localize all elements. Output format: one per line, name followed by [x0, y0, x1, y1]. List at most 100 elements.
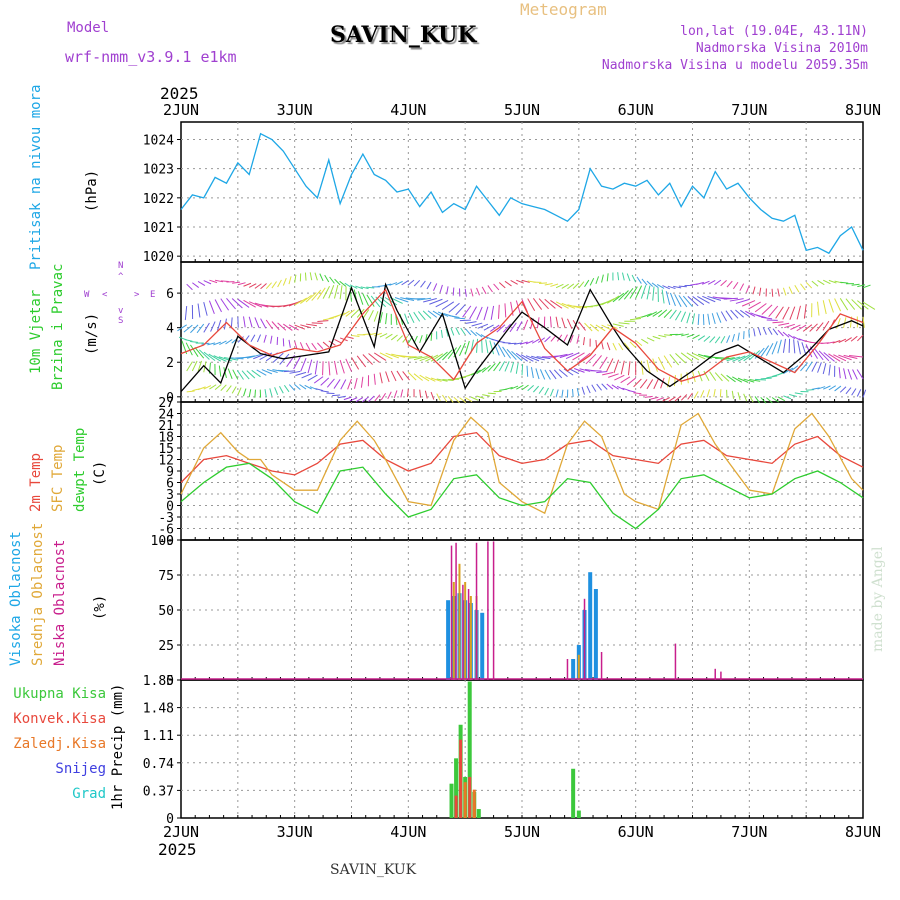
- wind-arrow: [563, 368, 574, 376]
- precip-bar: [576, 810, 581, 818]
- cloud-bar: [566, 659, 569, 680]
- wind-arrow: [599, 356, 608, 370]
- wind-arrow: [614, 374, 625, 381]
- wind-arrow: [771, 397, 779, 403]
- wind-arrow: [772, 321, 784, 324]
- wind-arrow: [633, 378, 642, 388]
- wind-arrow: [735, 309, 744, 318]
- wind-arrow: [260, 283, 267, 290]
- wind-arrow: [602, 372, 614, 376]
- wind-arrow: [616, 385, 625, 391]
- wind-arrow: [430, 391, 435, 400]
- wind-arrow: [817, 386, 826, 390]
- wind-arrow: [185, 342, 193, 356]
- wind-arrow: [344, 282, 352, 288]
- wind-arrow: [584, 322, 593, 332]
- wind-arrow: [186, 361, 193, 372]
- y-tick-label: 6: [166, 477, 174, 492]
- wind-arrow: [265, 282, 272, 289]
- precip-bar: [476, 809, 481, 818]
- wind-arrow: [220, 384, 227, 391]
- y-tick-label: -6: [158, 523, 174, 538]
- wind-arrow: [771, 341, 778, 355]
- wind-arrow: [521, 279, 530, 283]
- wind-arrow: [800, 362, 808, 372]
- wind-arrow: [669, 354, 680, 366]
- x-tick-label-top: 8JUN: [845, 101, 881, 119]
- wind-arrow: [196, 323, 205, 334]
- wind-arrow: [809, 323, 818, 332]
- wind-arrow: [339, 280, 347, 287]
- wind-arrow: [510, 385, 519, 390]
- wind-arrow: [256, 334, 262, 343]
- y-tick-label: 4: [166, 322, 174, 337]
- wind-arrow: [544, 387, 549, 396]
- wind-arrow: [817, 279, 825, 286]
- y-tick-label: 0.74: [143, 757, 174, 772]
- wind-arrow: [537, 337, 546, 343]
- wind-arrow: [535, 368, 540, 380]
- wind-arrow: [576, 387, 580, 397]
- cloud-bar: [475, 542, 478, 680]
- wind-arrow: [380, 392, 387, 401]
- wind-arrow: [393, 390, 398, 399]
- cloud-bar: [464, 582, 467, 680]
- wind-arrow: [305, 342, 311, 351]
- wind-arrow: [243, 316, 246, 328]
- wind-arrow: [493, 283, 500, 291]
- wind-arrow: [723, 297, 738, 300]
- wind-arrow: [271, 281, 277, 289]
- y-tick-label: 9: [166, 465, 174, 480]
- wind-arrow: [572, 282, 580, 289]
- wind-arrow: [246, 370, 256, 379]
- wind-arrow: [209, 279, 218, 284]
- wind-arrow: [662, 285, 670, 290]
- wind-arrow: [326, 378, 335, 388]
- year-bottom: 2025: [158, 840, 197, 859]
- wind-arrow: [469, 306, 477, 320]
- wind-arrow: [509, 322, 517, 333]
- y-tick-label: 0.37: [143, 784, 174, 799]
- wind-arrow: [426, 281, 432, 290]
- wind-arrow: [681, 333, 690, 337]
- wind-arrow: [448, 302, 460, 313]
- wind-arrow: [502, 346, 512, 359]
- wind-arrow: [646, 311, 658, 318]
- wind-arrow: [720, 311, 728, 322]
- wind-arrow: [515, 362, 519, 374]
- x-tick-label-bottom: 6JUN: [618, 823, 654, 841]
- wind-arrow: [477, 323, 489, 329]
- wind-arrow: [641, 278, 648, 286]
- wind-arrow: [613, 359, 620, 374]
- wind-arrow: [333, 360, 338, 375]
- wind-arrow: [550, 300, 563, 309]
- wind-arrow: [777, 339, 782, 354]
- wind-arrow: [459, 397, 467, 403]
- wind-arrow: [231, 298, 243, 309]
- wind-arrow: [490, 305, 495, 320]
- wind-arrow: [754, 396, 761, 404]
- wind-arrow: [771, 288, 774, 297]
- wind-arrow: [232, 281, 241, 284]
- wind-arrow: [714, 336, 721, 344]
- wind-arrow: [532, 385, 540, 393]
- wind-arrow: [845, 387, 852, 395]
- wind-arrow: [237, 282, 246, 286]
- wind-arrow: [401, 280, 409, 286]
- wind-arrow: [498, 361, 506, 372]
- x-tick-label-top: 2JUN: [163, 101, 199, 119]
- wind-arrow: [823, 352, 835, 362]
- model-altitude-label: Nadmorska Visina u modelu 2059.35m: [601, 58, 868, 73]
- wind-arrow: [849, 354, 864, 358]
- wind-arrow: [629, 317, 641, 321]
- wind-arrow: [464, 397, 473, 403]
- wind-arrow: [596, 383, 602, 391]
- wind-arrow: [459, 342, 466, 356]
- wind-arrow: [368, 395, 375, 402]
- wind-arrow: [857, 334, 864, 342]
- wind-arrow: [581, 386, 585, 395]
- wind-arrow: [673, 285, 682, 289]
- wind-arrow: [311, 289, 322, 301]
- wind-arrow: [862, 301, 876, 310]
- wind-arrow: [567, 283, 575, 290]
